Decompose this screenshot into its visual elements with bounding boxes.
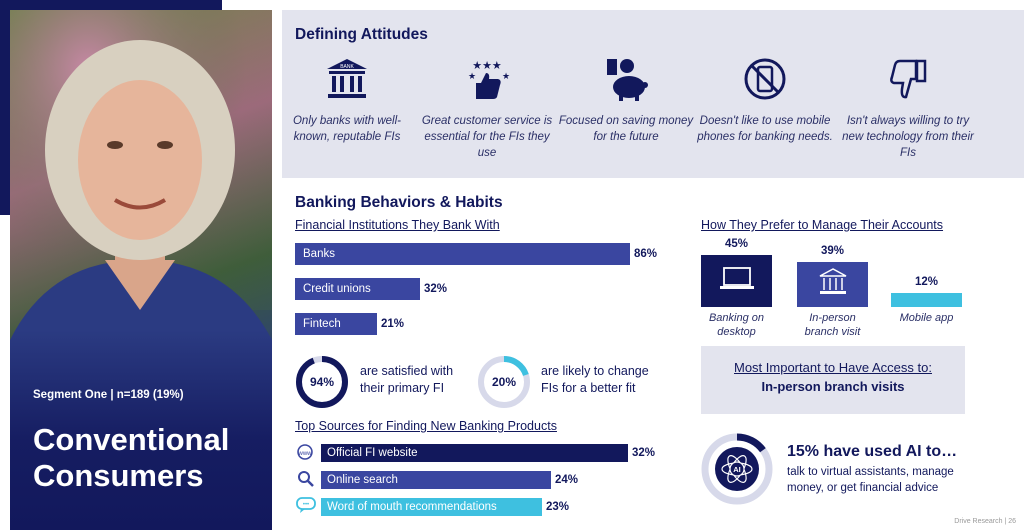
management-title: How They Prefer to Manage Their Accounts [701, 218, 944, 232]
attitude-item: Focused on saving money for the future [556, 57, 696, 145]
source-pct: 24% [555, 474, 579, 486]
donut-chart: 94% [296, 356, 348, 408]
donut-chart: 20% [478, 356, 530, 408]
segment-label: Segment One | n=189 (19%) [33, 389, 184, 401]
source-pct: 32% [632, 447, 656, 459]
donut-caption-line: are satisfied with [360, 364, 454, 378]
institution-bar: Credit unions [295, 278, 420, 300]
svg-text:BANK: BANK [340, 64, 354, 70]
piggy-bank-icon [607, 59, 648, 101]
access-title: Most Important to Have Access to: [734, 360, 932, 375]
ai-icon-text: AI [733, 465, 741, 474]
portrait-photo [10, 10, 272, 530]
attitude-item: Isn't always willing to try new technolo… [838, 57, 978, 161]
management-pct: 12% [914, 276, 939, 288]
institution-bar: Banks [295, 243, 630, 265]
footer: Drive Research | 26 [954, 518, 1016, 525]
donut-caption-line: FIs for a better fit [541, 381, 636, 395]
no-phone-icon [744, 58, 786, 100]
management-pct: 39% [820, 245, 845, 257]
management-bar [891, 293, 962, 307]
attitudes-panel [282, 10, 1024, 178]
svg-text:★★★: ★★★ [472, 60, 502, 72]
behaviors-title: Banking Behaviors & Habits [295, 194, 503, 211]
attitude-item: Doesn't like to use mobile phones for ba… [695, 57, 835, 145]
laptop-icon [719, 266, 755, 297]
donut-caption-line: their primary FI [360, 381, 445, 395]
svg-text:•••: ••• [303, 502, 309, 508]
ai-icon: AI [701, 433, 773, 510]
access-panel: Most Important to Have Access to: In-per… [701, 346, 965, 414]
ai-headline: 15% have used AI to… [787, 443, 958, 460]
management-bar [797, 262, 868, 307]
source-pct: 23% [546, 501, 570, 513]
management-label: In-person branch visit [804, 312, 861, 338]
thumbs-up-stars-icon: ★★★ ★ ★ [468, 60, 510, 99]
attitude-item: ★★★ ★ ★ Great customer service is essent… [417, 57, 557, 161]
donut-value: 94% [310, 375, 334, 389]
source-bar: Online search [321, 471, 551, 489]
management-label: Mobile app [899, 312, 954, 324]
www-icon: www [295, 444, 315, 465]
donut-caption-line: are likely to change [541, 364, 649, 378]
donut-caption: are satisfied with their primary FI [360, 363, 453, 397]
institution-bar: Fintech [295, 313, 377, 335]
bank-icon: BANK [327, 59, 367, 98]
management-pct: 45% [724, 238, 749, 250]
svg-text:★: ★ [468, 71, 476, 81]
svg-text:www: www [298, 451, 313, 457]
ai-detail: talk to virtual assistants, manage money… [787, 466, 954, 494]
donut-caption: are likely to change FIs for a better fi… [541, 363, 649, 397]
sources-title: Top Sources for Finding New Banking Prod… [295, 419, 557, 433]
bank-icon [818, 268, 848, 301]
donut-satisfied: 94% [295, 355, 349, 414]
attitudes-title: Defining Attitudes [295, 26, 428, 43]
attitude-text: Only banks with well-known, reputable FI… [292, 115, 401, 143]
magnifier-icon [297, 470, 315, 493]
donut-value: 20% [492, 375, 516, 389]
attitude-text: Great customer service is essential for … [421, 115, 553, 159]
institutions-title: Financial Institutions They Bank With [295, 218, 500, 232]
institution-pct: 32% [424, 283, 448, 295]
access-value: In-person branch visits [761, 379, 905, 394]
attitude-item: BANK Only banks with well-known, reputab… [277, 57, 417, 145]
management-bar [701, 255, 772, 307]
institution-pct: 86% [634, 248, 658, 260]
attitude-text: Isn't always willing to try new technolo… [842, 115, 974, 159]
segment-title: Conventional Consumers [33, 422, 230, 493]
chat-bubble-icon: ••• [296, 496, 316, 519]
source-bar: Word of mouth recommendations [321, 498, 542, 516]
source-bar: Official FI website [321, 444, 628, 462]
attitude-text: Focused on saving money for the future [558, 115, 694, 143]
thumbs-down-icon [890, 59, 927, 99]
svg-text:★: ★ [502, 71, 510, 81]
attitude-text: Doesn't like to use mobile phones for ba… [697, 115, 833, 143]
institution-pct: 21% [381, 318, 405, 330]
donut-change: 20% [477, 355, 531, 414]
management-label: Banking on desktop [708, 312, 765, 338]
